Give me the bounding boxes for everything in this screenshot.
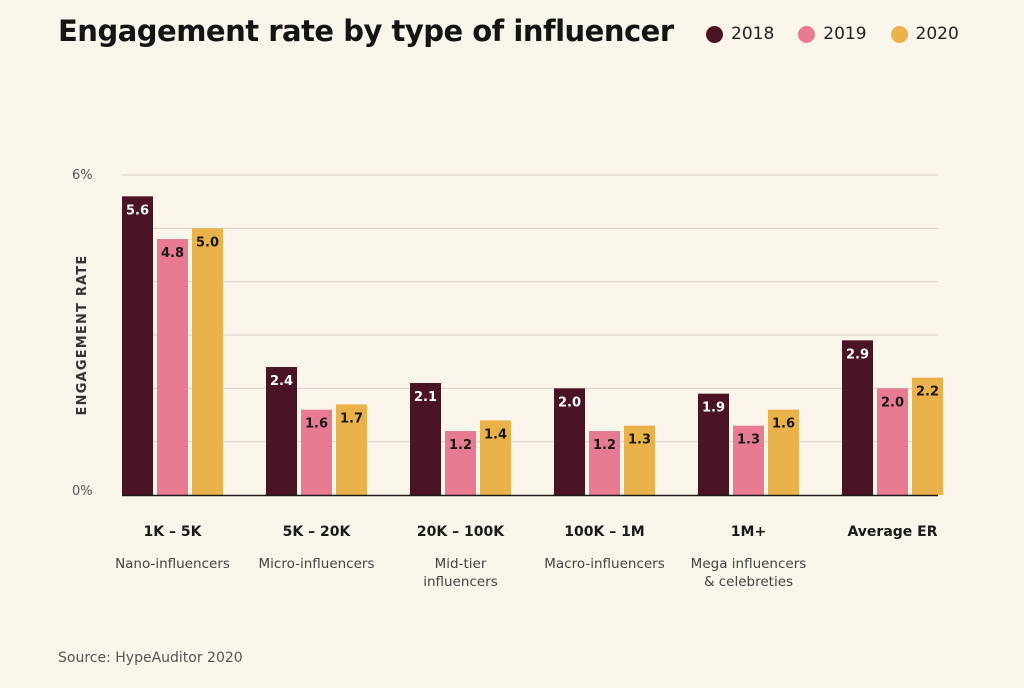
- category-subtitle-2-0: Mid-tier: [435, 556, 487, 572]
- data-label-2018-5: 2.9: [846, 347, 869, 362]
- category-subtitle-4-1: & celebreties: [704, 574, 793, 590]
- chart-title: Engagement rate by type of influencer: [58, 14, 674, 48]
- legend-item-2020: 2020: [890, 24, 959, 44]
- bar-2019-0: [157, 239, 188, 495]
- category-label-4: 1M+: [731, 524, 766, 540]
- legend-label-2019: 2019: [823, 24, 867, 44]
- category-label-5: Average ER: [847, 524, 937, 540]
- category-subtitle-3-0: Macro-influencers: [544, 556, 665, 572]
- legend-label-2020: 2020: [915, 24, 959, 44]
- bar-2018-4: [698, 393, 729, 495]
- data-label-2018-0: 5.6: [126, 203, 149, 218]
- legend-swatch-2020: [890, 25, 908, 43]
- bar-2020-5: [912, 377, 943, 495]
- data-label-2019-0: 4.8: [161, 246, 184, 261]
- data-label-2019-3: 1.2: [593, 438, 616, 453]
- bar-2019-5: [877, 388, 908, 495]
- data-label-2019-1: 1.6: [305, 417, 328, 432]
- y-tick-bottom: 0%: [72, 484, 93, 499]
- legend-item-2019: 2019: [798, 24, 867, 44]
- data-label-2019-2: 1.2: [449, 438, 472, 453]
- data-label-2018-1: 2.4: [270, 374, 293, 389]
- data-label-2019-4: 1.3: [737, 433, 760, 448]
- legend-item-2018: 2018: [706, 24, 774, 44]
- category-label-0: 1K – 5K: [144, 524, 203, 540]
- source-note: Source: HypeAuditor 2020: [58, 650, 243, 666]
- bar-2019-3: [589, 431, 620, 495]
- bar-2019-1: [301, 409, 332, 495]
- bar-2018-2: [410, 383, 441, 495]
- data-label-2018-4: 1.9: [702, 401, 725, 416]
- data-label-2020-5: 2.2: [916, 385, 939, 400]
- category-labels: 1K – 5K Nano-influencers 5K – 20K Micro-inf…: [115, 524, 938, 590]
- category-subtitle-2-1: influencers: [423, 574, 498, 590]
- bar-2019-2: [445, 431, 476, 495]
- category-label-2: 20K – 100K: [417, 524, 505, 540]
- data-label-2020-2: 1.4: [484, 427, 507, 442]
- category-label-1: 5K – 20K: [283, 524, 352, 540]
- y-tick-top: 6%: [72, 168, 93, 183]
- data-label-2018-3: 2.0: [558, 395, 581, 410]
- legend: 2018 2019 2020: [706, 24, 959, 44]
- data-label-2019-5: 2.0: [881, 395, 904, 410]
- grid-lines: [122, 174, 938, 443]
- bar-2020-2: [480, 420, 511, 495]
- legend-label-2018: 2018: [731, 24, 775, 44]
- bar-2018-1: [266, 367, 297, 495]
- data-label-2018-2: 2.1: [414, 390, 437, 405]
- data-label-2020-3: 1.3: [628, 433, 651, 448]
- legend-swatch-2019: [798, 25, 816, 43]
- bar-2020-3: [624, 425, 655, 495]
- bars: 5.6 4.8 5.0 2.4 1.6 1.7 2.1 1.2 1.4 2.0 1.2 1.3 1.9 1…: [122, 196, 943, 496]
- bar-2018-3: [554, 388, 585, 495]
- category-subtitle-4-0: Mega influencers: [691, 556, 807, 572]
- bar-2020-4: [768, 409, 799, 495]
- category-subtitle-0-0: Nano-influencers: [115, 556, 230, 572]
- data-label-2020-1: 1.7: [340, 411, 363, 426]
- bar-2019-4: [733, 425, 764, 495]
- bar-2018-0: [122, 196, 153, 496]
- legend-swatch-2018: [706, 25, 723, 43]
- y-axis-label: ENGAGEMENT RATE: [75, 255, 90, 416]
- bar-2020-0: [192, 228, 223, 496]
- category-subtitle-1-0: Micro-influencers: [259, 556, 375, 572]
- bar-2018-5: [842, 340, 873, 495]
- category-label-3: 100K – 1M: [564, 524, 645, 540]
- data-label-2020-0: 5.0: [196, 235, 219, 250]
- data-label-2020-4: 1.6: [772, 417, 795, 432]
- bar-2020-1: [336, 404, 367, 495]
